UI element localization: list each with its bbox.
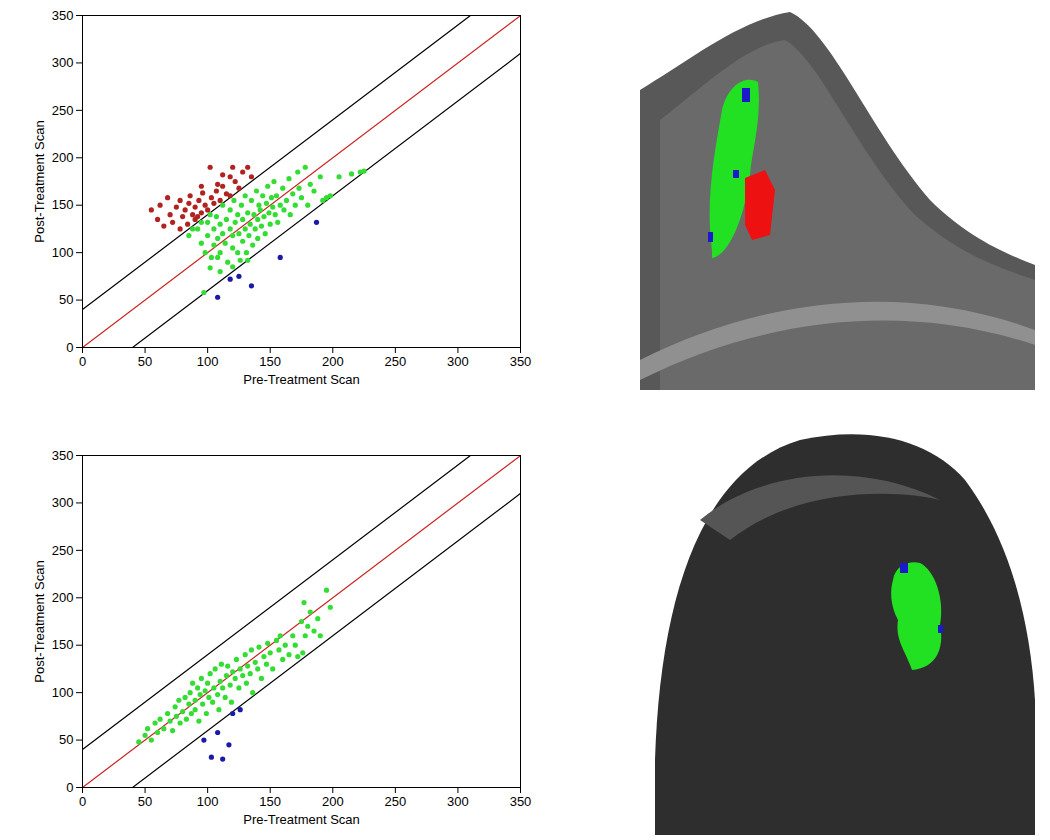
svg-text:250: 250 [52, 543, 74, 558]
svg-text:200: 200 [322, 354, 344, 369]
svg-text:200: 200 [52, 150, 74, 165]
svg-text:350: 350 [52, 448, 74, 463]
svg-text:100: 100 [52, 685, 74, 700]
svg-text:0: 0 [66, 780, 73, 795]
svg-text:200: 200 [52, 590, 74, 605]
svg-text:150: 150 [52, 637, 74, 652]
svg-text:150: 150 [259, 794, 281, 809]
svg-text:200: 200 [322, 794, 344, 809]
svg-text:50: 50 [138, 354, 152, 369]
svg-text:Post-Treatment Scan: Post-Treatment Scan [32, 120, 47, 242]
svg-text:0: 0 [79, 794, 86, 809]
svg-text:350: 350 [510, 794, 532, 809]
svg-text:100: 100 [197, 794, 219, 809]
svg-text:100: 100 [52, 245, 74, 260]
svg-text:250: 250 [52, 103, 74, 118]
svg-text:Pre-Treatment Scan: Pre-Treatment Scan [243, 812, 360, 827]
svg-text:0: 0 [79, 354, 86, 369]
svg-text:350: 350 [510, 354, 532, 369]
svg-text:300: 300 [447, 354, 469, 369]
svg-text:100: 100 [197, 354, 219, 369]
svg-text:150: 150 [259, 354, 281, 369]
svg-text:150: 150 [52, 197, 74, 212]
svg-text:50: 50 [59, 732, 73, 747]
svg-text:250: 250 [385, 354, 407, 369]
svg-text:350: 350 [52, 8, 74, 23]
svg-text:300: 300 [447, 794, 469, 809]
svg-text:250: 250 [385, 794, 407, 809]
svg-text:300: 300 [52, 495, 74, 510]
svg-text:50: 50 [59, 292, 73, 307]
svg-text:50: 50 [138, 794, 152, 809]
svg-text:0: 0 [66, 340, 73, 355]
svg-text:Post-Treatment Scan: Post-Treatment Scan [32, 560, 47, 682]
svg-text:Pre-Treatment Scan: Pre-Treatment Scan [243, 372, 360, 387]
svg-text:300: 300 [52, 55, 74, 70]
